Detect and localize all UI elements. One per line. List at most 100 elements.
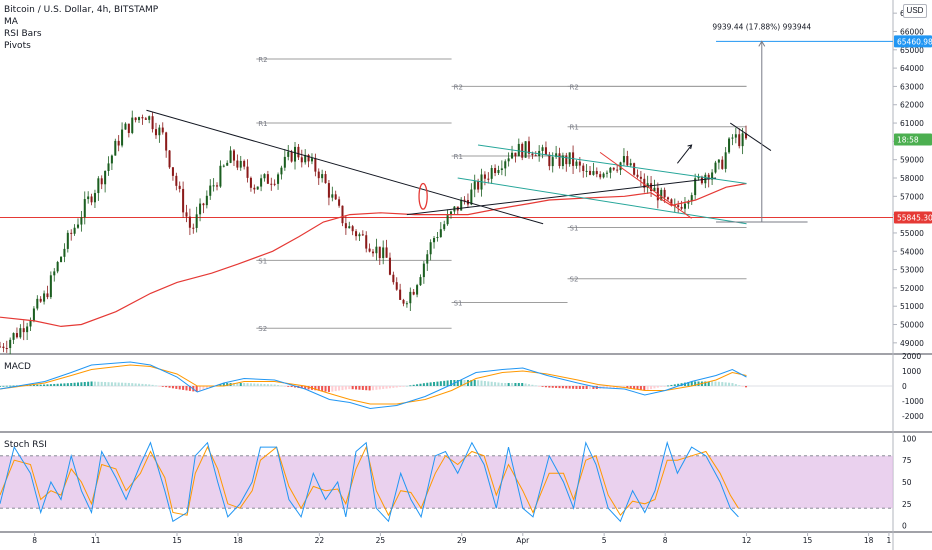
arrow-shaft[interactable]	[676, 144, 693, 164]
macd-histogram-bar	[165, 386, 168, 388]
macd-histogram-bar	[127, 382, 130, 386]
price-pane[interactable]: R2 R1 S1 S2 R2 R1 S1 R2 R1 S1 S2 9939.44 (17.88%) 9…	[0, 22, 893, 355]
macd-histogram-bar	[151, 384, 154, 386]
candle-body	[561, 155, 564, 167]
macd-pane[interactable]	[0, 361, 893, 410]
candle-body	[334, 194, 337, 200]
stoch-rsi-title[interactable]: Stoch RSI	[4, 440, 47, 450]
macd-histogram-bar	[490, 381, 493, 386]
candle-body	[565, 155, 568, 165]
trendline[interactable]	[599, 151, 692, 219]
stoch-d-line	[0, 445, 739, 517]
macd-histogram-bar	[422, 383, 425, 386]
price-tick-label: 66000	[900, 27, 924, 36]
macd-histogram-bar	[280, 385, 283, 387]
ma-price-badge-bg	[894, 211, 932, 224]
macd-histogram-bar	[83, 381, 86, 386]
trendline[interactable]	[146, 109, 544, 225]
macd-histogram-bar	[392, 386, 395, 388]
macd-histogram-bar	[270, 384, 273, 386]
candle-body	[382, 247, 385, 259]
candle-body	[341, 205, 344, 224]
macd-histogram-bar	[711, 381, 714, 386]
macd-histogram-bar	[314, 386, 317, 391]
candle-body	[724, 152, 727, 169]
macd-histogram-bar	[707, 381, 710, 386]
macd-histogram-bar	[185, 386, 188, 391]
currency-button[interactable]: USD	[903, 4, 927, 18]
price-tick-label: 59000	[900, 156, 924, 165]
candle-body	[29, 320, 32, 327]
macd-histogram-bar	[507, 383, 510, 386]
trendline[interactable]	[477, 144, 747, 184]
time-axis[interactable]: 8 11 15 18 22 25 29 Apr 5 8 12 15 18 1	[32, 532, 892, 545]
macd-histogram-bar	[317, 386, 320, 391]
macd-histogram-bar	[63, 383, 66, 386]
macd-histogram-bar	[117, 382, 120, 386]
macd-histogram-bar	[609, 386, 612, 389]
macd-histogram-bar	[209, 386, 212, 388]
candle-body	[409, 291, 412, 304]
trendline[interactable]	[457, 177, 747, 225]
macd-histogram-bar	[612, 386, 615, 389]
candle-body	[199, 203, 202, 215]
macd-histogram-bar	[477, 380, 480, 386]
macd-histogram-bar	[622, 386, 625, 388]
macd-histogram-bar	[124, 382, 127, 386]
candle-body	[158, 127, 161, 136]
candle-body	[497, 170, 500, 174]
candle-body	[22, 328, 25, 333]
price-tick-label: 52000	[900, 284, 924, 293]
candle-body	[473, 181, 476, 190]
candle-body	[517, 143, 520, 157]
candle-body	[694, 178, 697, 196]
macd-histogram-bar	[578, 386, 581, 389]
macd-histogram-bar	[2, 385, 5, 387]
macd-histogram-bar	[734, 384, 737, 386]
candle-body	[209, 185, 212, 196]
macd-histogram-bar	[378, 386, 381, 390]
macd-histogram-bar	[90, 381, 93, 386]
candle-body	[338, 199, 341, 206]
macd-histogram-bar	[355, 386, 358, 390]
indicator-ma-label[interactable]: MA	[4, 17, 18, 27]
macd-histogram-bar	[582, 386, 585, 389]
macd-histogram-bar	[744, 386, 748, 388]
target-price-badge: 65460.98	[897, 37, 932, 46]
macd-histogram-bar	[660, 386, 663, 387]
candle-body	[633, 163, 636, 175]
candle-body	[97, 178, 100, 194]
candle-body	[110, 155, 113, 164]
candle-body	[70, 232, 73, 234]
price-badges: 65460.98 18:58 55845.30	[894, 35, 932, 224]
candle-body	[134, 117, 137, 121]
macd-histogram-bar	[246, 383, 249, 386]
macd-histogram-bar	[243, 383, 246, 386]
candle-body	[548, 154, 551, 167]
candle-body	[416, 285, 419, 295]
macd-histogram-bar	[348, 386, 351, 390]
candle-body	[73, 227, 76, 234]
candle-body	[663, 189, 666, 198]
indicator-pivots-label[interactable]: Pivots	[4, 41, 31, 51]
macd-histogram-bar	[694, 381, 697, 386]
indicator-rsi-bars-label[interactable]: RSI Bars	[4, 29, 42, 39]
candle-body	[114, 140, 117, 156]
candle-body	[202, 203, 205, 206]
candle-body	[426, 254, 429, 264]
macd-histogram-bar	[568, 386, 571, 389]
macd-histogram-bar	[256, 383, 259, 386]
macd-histogram-bar	[0, 386, 2, 387]
trendline[interactable]	[406, 177, 717, 216]
time-tick-label: 8	[663, 536, 668, 545]
candle-body	[226, 162, 229, 166]
stoch-rsi-pane[interactable]	[0, 440, 893, 523]
candle-body	[575, 161, 578, 166]
symbol-title[interactable]: Bitcoin / U.S. Dollar, 4h, BITSTAMP	[4, 5, 159, 15]
highlight-ellipse[interactable]	[418, 182, 428, 210]
macd-title[interactable]: MACD	[4, 362, 31, 372]
trendline[interactable]	[729, 122, 772, 151]
pivot-label: R1	[258, 120, 267, 128]
macd-histogram-bar	[721, 382, 724, 386]
